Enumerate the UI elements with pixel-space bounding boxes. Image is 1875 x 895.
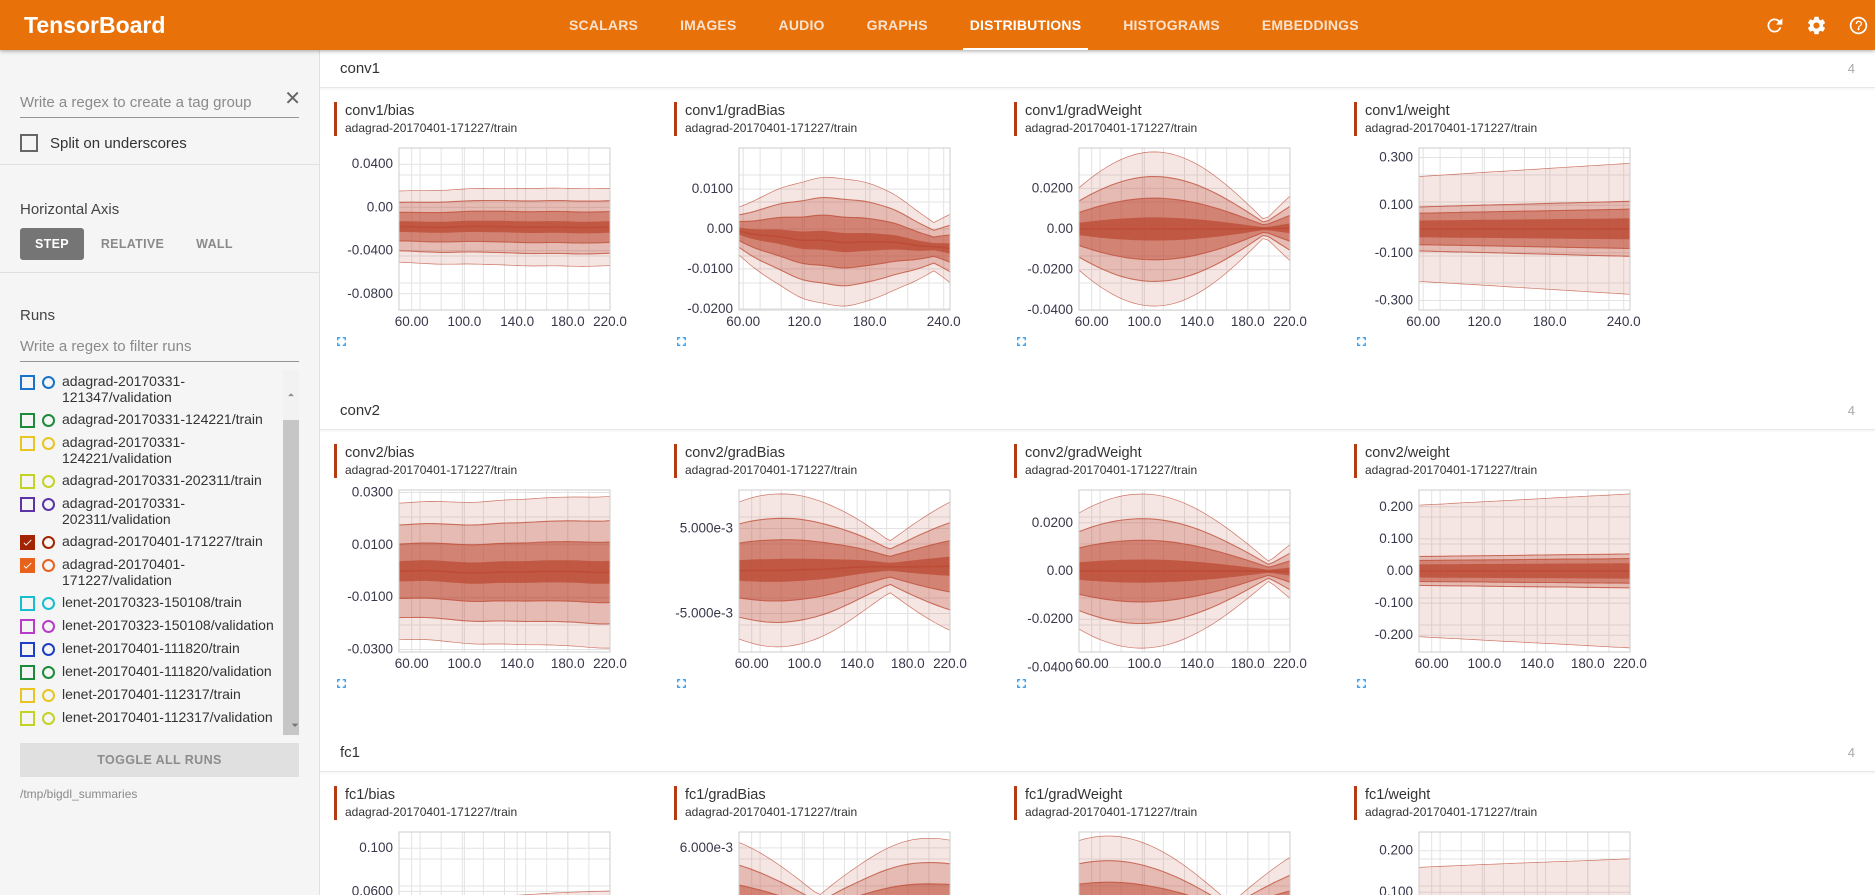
svg-text:100.0: 100.0 bbox=[448, 314, 482, 329]
svg-text:220.0: 220.0 bbox=[1273, 314, 1307, 329]
svg-text:0.100: 0.100 bbox=[1379, 197, 1413, 212]
svg-text:0.00: 0.00 bbox=[367, 199, 393, 214]
svg-text:-0.0400: -0.0400 bbox=[1027, 302, 1073, 317]
svg-text:-0.300: -0.300 bbox=[1375, 293, 1413, 308]
svg-text:220.0: 220.0 bbox=[933, 656, 967, 671]
svg-text:-0.0300: -0.0300 bbox=[347, 642, 393, 657]
svg-text:-0.0800: -0.0800 bbox=[347, 286, 393, 301]
svg-text:0.300: 0.300 bbox=[1379, 150, 1413, 165]
svg-text:180.0: 180.0 bbox=[551, 656, 585, 671]
svg-text:-0.0200: -0.0200 bbox=[1027, 611, 1073, 626]
svg-text:0.0100: 0.0100 bbox=[352, 537, 393, 552]
svg-text:5.000e-3: 5.000e-3 bbox=[680, 521, 733, 536]
svg-text:0.100: 0.100 bbox=[359, 840, 393, 855]
svg-text:100.0: 100.0 bbox=[448, 656, 482, 671]
svg-text:100.0: 100.0 bbox=[1468, 656, 1502, 671]
svg-text:-0.0400: -0.0400 bbox=[1027, 659, 1073, 672]
svg-text:180.0: 180.0 bbox=[1231, 314, 1265, 329]
svg-text:60.00: 60.00 bbox=[395, 314, 429, 329]
svg-text:100.0: 100.0 bbox=[788, 656, 822, 671]
svg-text:-0.200: -0.200 bbox=[1375, 627, 1413, 642]
svg-text:140.0: 140.0 bbox=[1180, 314, 1214, 329]
svg-text:0.0300: 0.0300 bbox=[352, 485, 393, 500]
svg-text:180.0: 180.0 bbox=[1533, 314, 1567, 329]
svg-text:0.100: 0.100 bbox=[1379, 884, 1413, 895]
svg-text:220.0: 220.0 bbox=[593, 656, 627, 671]
svg-text:0.200: 0.200 bbox=[1379, 499, 1413, 514]
svg-text:240.0: 240.0 bbox=[927, 314, 961, 329]
svg-text:220.0: 220.0 bbox=[1613, 656, 1647, 671]
svg-text:180.0: 180.0 bbox=[1231, 656, 1265, 671]
svg-text:0.0200: 0.0200 bbox=[1032, 180, 1073, 195]
svg-text:60.00: 60.00 bbox=[1415, 656, 1449, 671]
svg-text:180.0: 180.0 bbox=[891, 656, 925, 671]
svg-text:180.0: 180.0 bbox=[853, 314, 887, 329]
svg-text:100.0: 100.0 bbox=[1128, 314, 1162, 329]
svg-text:0.00: 0.00 bbox=[1387, 563, 1413, 578]
svg-text:0.00: 0.00 bbox=[707, 221, 733, 236]
svg-text:140.0: 140.0 bbox=[500, 314, 534, 329]
svg-text:-0.100: -0.100 bbox=[1375, 245, 1413, 260]
svg-text:60.00: 60.00 bbox=[726, 314, 760, 329]
svg-text:0.00: 0.00 bbox=[1047, 221, 1073, 236]
svg-text:60.00: 60.00 bbox=[395, 656, 429, 671]
svg-text:-0.0100: -0.0100 bbox=[347, 589, 393, 604]
svg-text:220.0: 220.0 bbox=[593, 314, 627, 329]
svg-text:0.0600: 0.0600 bbox=[352, 883, 393, 895]
svg-text:220.0: 220.0 bbox=[1273, 656, 1307, 671]
svg-text:180.0: 180.0 bbox=[1571, 656, 1605, 671]
svg-text:-0.0100: -0.0100 bbox=[687, 261, 733, 276]
svg-text:140.0: 140.0 bbox=[1180, 656, 1214, 671]
svg-text:0.200: 0.200 bbox=[1379, 843, 1413, 858]
svg-text:0.0200: 0.0200 bbox=[1032, 515, 1073, 530]
svg-text:120.0: 120.0 bbox=[788, 314, 822, 329]
svg-text:60.00: 60.00 bbox=[1075, 314, 1109, 329]
svg-text:60.00: 60.00 bbox=[735, 656, 769, 671]
svg-text:60.00: 60.00 bbox=[1406, 314, 1440, 329]
svg-text:240.0: 240.0 bbox=[1607, 314, 1641, 329]
svg-text:140.0: 140.0 bbox=[840, 656, 874, 671]
svg-text:0.0100: 0.0100 bbox=[692, 181, 733, 196]
svg-text:140.0: 140.0 bbox=[1520, 656, 1554, 671]
svg-text:0.100: 0.100 bbox=[1379, 531, 1413, 546]
svg-text:6.000e-3: 6.000e-3 bbox=[680, 840, 733, 855]
svg-text:100.0: 100.0 bbox=[1128, 656, 1162, 671]
svg-text:-0.0400: -0.0400 bbox=[347, 243, 393, 258]
svg-text:0.0400: 0.0400 bbox=[352, 156, 393, 171]
svg-text:120.0: 120.0 bbox=[1468, 314, 1502, 329]
svg-text:-0.0200: -0.0200 bbox=[1027, 262, 1073, 277]
svg-text:0.00: 0.00 bbox=[1047, 563, 1073, 578]
svg-text:140.0: 140.0 bbox=[500, 656, 534, 671]
svg-text:-0.100: -0.100 bbox=[1375, 595, 1413, 610]
svg-text:60.00: 60.00 bbox=[1075, 656, 1109, 671]
svg-text:-5.000e-3: -5.000e-3 bbox=[675, 606, 733, 621]
svg-text:180.0: 180.0 bbox=[551, 314, 585, 329]
